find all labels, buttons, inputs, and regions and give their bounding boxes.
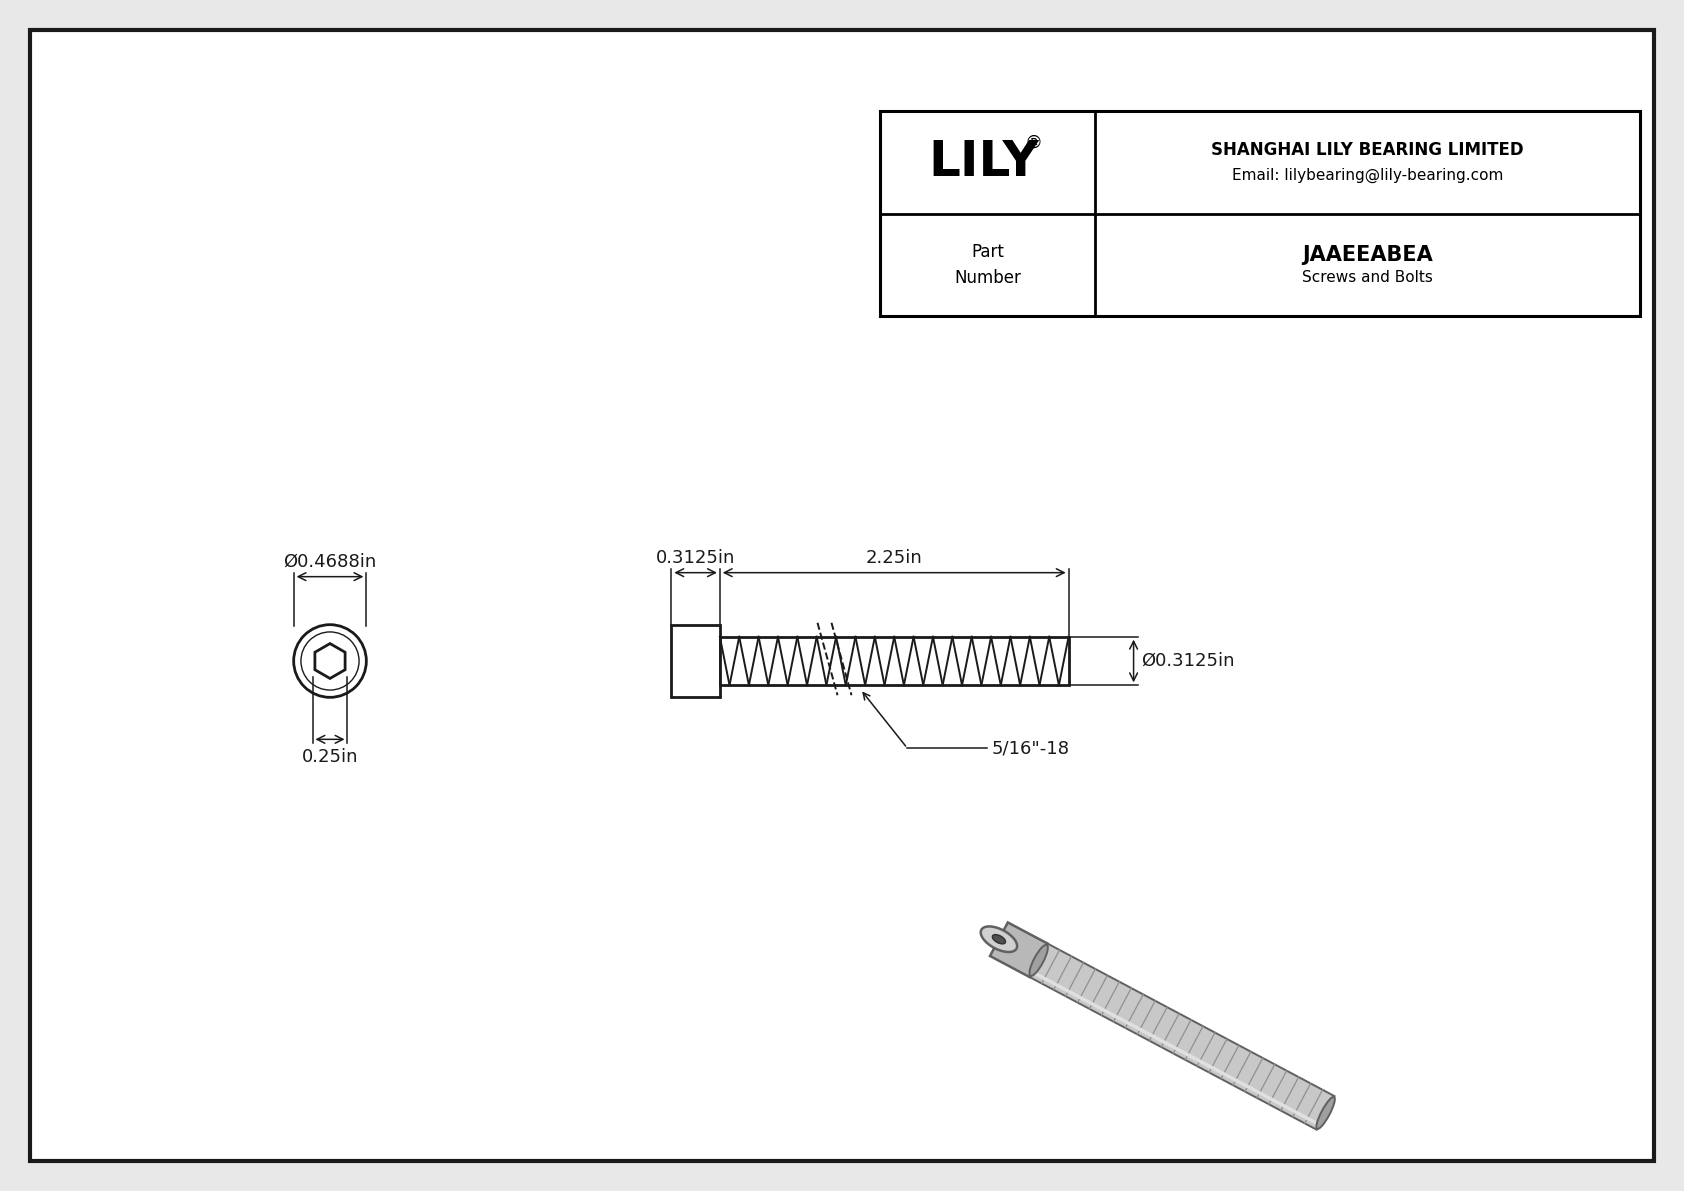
Text: 0.25in: 0.25in	[301, 748, 359, 766]
Polygon shape	[990, 923, 1047, 977]
Circle shape	[301, 632, 359, 690]
Polygon shape	[1029, 943, 1334, 1130]
Ellipse shape	[1317, 1097, 1335, 1129]
Text: 0.3125in: 0.3125in	[657, 549, 736, 567]
Text: LILY: LILY	[928, 138, 1039, 186]
Text: 5/16"-18: 5/16"-18	[992, 740, 1069, 757]
Text: Ø0.4688in: Ø0.4688in	[283, 553, 377, 570]
Text: Email: lilybearing@lily-bearing.com: Email: lilybearing@lily-bearing.com	[1231, 168, 1504, 183]
Text: JAAEEABEA: JAAEEABEA	[1302, 244, 1433, 264]
Ellipse shape	[992, 935, 1005, 944]
Text: SHANGHAI LILY BEARING LIMITED: SHANGHAI LILY BEARING LIMITED	[1211, 142, 1524, 160]
Text: ®: ®	[1024, 133, 1042, 151]
Polygon shape	[315, 643, 345, 679]
Text: Part
Number: Part Number	[955, 243, 1021, 287]
Ellipse shape	[1029, 944, 1047, 975]
Ellipse shape	[980, 927, 1017, 952]
Bar	[881, 111, 1640, 316]
Circle shape	[293, 624, 367, 698]
Text: Ø0.3125in: Ø0.3125in	[1142, 651, 1234, 671]
Text: Screws and Bolts: Screws and Bolts	[1302, 270, 1433, 286]
Bar	[672, 624, 719, 698]
Bar	[719, 637, 1069, 685]
Text: 2.25in: 2.25in	[866, 549, 923, 567]
